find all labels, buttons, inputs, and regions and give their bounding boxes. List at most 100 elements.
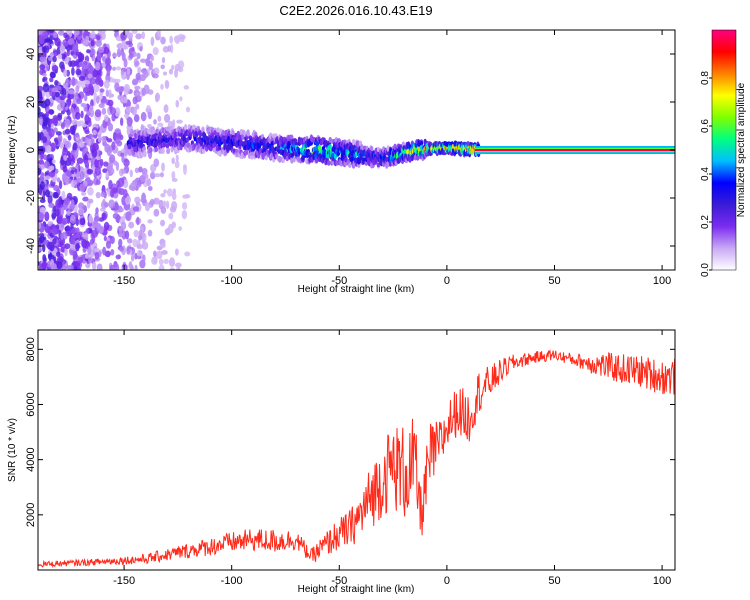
noise-cell bbox=[181, 209, 188, 220]
noise-cell bbox=[103, 221, 110, 231]
snr-plot-area bbox=[38, 330, 675, 570]
noise-cell bbox=[61, 217, 68, 225]
noise-cell bbox=[185, 106, 191, 113]
ridge-cell bbox=[376, 162, 381, 168]
noise-cell bbox=[66, 265, 72, 270]
noise-cell bbox=[103, 161, 109, 167]
noise-cell bbox=[97, 46, 105, 54]
noise-cell bbox=[73, 60, 79, 67]
noise-cell bbox=[167, 223, 174, 234]
noise-cell bbox=[153, 158, 160, 168]
noise-cell bbox=[55, 199, 62, 209]
spectrogram-axes: -150 -100 -50 0 50 100 -40 -20 0 20 40 bbox=[25, 30, 675, 287]
noise-cell bbox=[135, 91, 140, 96]
colorbar-tick-label: 0.4 bbox=[700, 167, 711, 181]
noise-cell bbox=[63, 197, 71, 205]
noise-cell bbox=[143, 84, 150, 95]
noise-cell bbox=[50, 142, 56, 152]
noise-cell bbox=[44, 175, 51, 181]
noise-cell bbox=[183, 85, 190, 90]
noise-cell bbox=[87, 186, 94, 196]
noise-cell bbox=[155, 250, 163, 260]
noise-cell bbox=[99, 158, 104, 167]
noise-cell bbox=[84, 160, 89, 169]
noise-cell bbox=[52, 55, 57, 63]
noise-cell bbox=[54, 91, 60, 98]
noise-cell bbox=[61, 98, 66, 108]
spectrogram-x-tick-label: 50 bbox=[548, 275, 560, 287]
noise-cell bbox=[162, 71, 168, 76]
colorbar: 0.0 0.2 0.4 0.6 0.8 Normalized spectral ampl… bbox=[700, 29, 747, 277]
noise-cell bbox=[54, 139, 59, 146]
noise-cell bbox=[64, 225, 70, 232]
noise-cell bbox=[62, 165, 68, 173]
noise-cell bbox=[82, 40, 89, 46]
noise-cell bbox=[150, 171, 156, 180]
ridge-cell bbox=[217, 145, 222, 151]
noise-cell bbox=[56, 251, 61, 258]
noise-cell bbox=[78, 141, 85, 148]
noise-cell bbox=[94, 251, 100, 260]
noise-cell bbox=[107, 122, 114, 132]
noise-cell bbox=[59, 44, 66, 53]
noise-cell bbox=[79, 171, 85, 180]
noise-cell bbox=[129, 260, 133, 270]
noise-cell bbox=[98, 103, 105, 109]
noise-cell bbox=[137, 66, 142, 74]
noise-cell bbox=[164, 79, 170, 89]
noise-cell bbox=[51, 212, 57, 220]
noise-cell bbox=[51, 65, 59, 72]
noise-cell bbox=[102, 168, 108, 174]
noise-cell bbox=[80, 191, 87, 196]
spectrogram-data bbox=[38, 30, 675, 270]
noise-cell bbox=[114, 263, 120, 270]
noise-cell bbox=[89, 48, 95, 57]
noise-cell bbox=[118, 226, 123, 237]
noise-cell bbox=[110, 249, 115, 256]
noise-cell bbox=[79, 183, 86, 192]
noise-cell bbox=[149, 198, 155, 206]
noise-cell bbox=[137, 249, 142, 257]
noise-cell bbox=[119, 207, 124, 212]
noise-cell bbox=[116, 43, 124, 49]
noise-cell bbox=[69, 44, 73, 51]
snr-y-tick-label: 2000 bbox=[25, 503, 37, 527]
noise-cell bbox=[84, 80, 90, 85]
noise-cell bbox=[160, 83, 164, 90]
noise-cell bbox=[109, 107, 117, 116]
noise-cell bbox=[71, 76, 76, 87]
snr-series-line bbox=[38, 349, 675, 569]
noise-cell bbox=[72, 142, 78, 151]
noise-cell bbox=[126, 32, 134, 40]
noise-cell bbox=[103, 79, 110, 89]
noise-cell bbox=[118, 238, 123, 248]
noise-cell bbox=[83, 232, 89, 241]
noise-cell bbox=[135, 33, 142, 40]
noise-cell bbox=[56, 256, 64, 264]
noise-cell bbox=[168, 212, 174, 220]
noise-cell bbox=[96, 51, 102, 62]
noise-cell bbox=[87, 246, 92, 256]
noise-cell bbox=[51, 87, 58, 93]
ridge-cell bbox=[337, 138, 341, 144]
snr-x-tick-label: -100 bbox=[221, 575, 243, 587]
noise-cell bbox=[103, 202, 109, 208]
colorbar-tick-label: 0.0 bbox=[700, 263, 711, 277]
noise-cell bbox=[124, 230, 130, 240]
noise-cell bbox=[73, 179, 78, 185]
noise-cell bbox=[86, 168, 94, 175]
noise-cell bbox=[138, 166, 143, 173]
noise-cell bbox=[42, 136, 48, 144]
noise-cell bbox=[150, 36, 155, 47]
noise-cell bbox=[95, 40, 103, 47]
noise-cell bbox=[64, 247, 68, 257]
noise-cell bbox=[171, 192, 177, 201]
noise-cell bbox=[169, 35, 174, 44]
spectrogram-x-tick-label: 0 bbox=[444, 275, 450, 287]
noise-cell bbox=[75, 51, 80, 56]
noise-cell bbox=[114, 128, 121, 134]
noise-cell bbox=[38, 233, 45, 238]
noise-cell bbox=[75, 132, 80, 138]
noise-cell bbox=[58, 180, 63, 190]
